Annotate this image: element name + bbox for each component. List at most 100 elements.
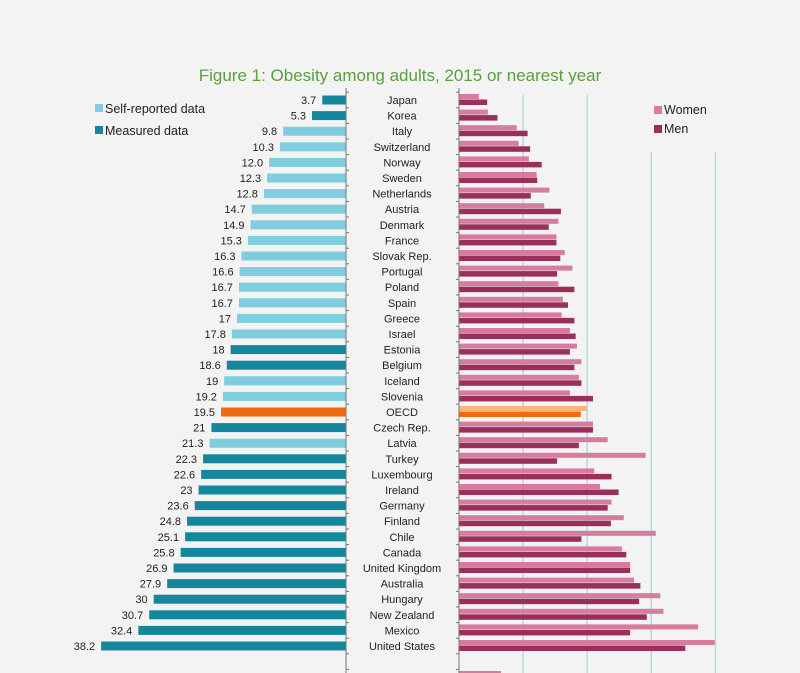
women-bar-31 xyxy=(459,577,634,583)
total-value-label: 30 xyxy=(135,594,147,606)
women-bar-9 xyxy=(459,234,557,240)
men-bar-10 xyxy=(459,255,561,261)
country-label: Spain xyxy=(388,298,416,310)
total-bar-22 xyxy=(209,438,346,448)
total-bar-26 xyxy=(194,501,346,511)
total-bar-7 xyxy=(251,204,346,214)
women-bar-0 xyxy=(459,94,479,99)
men-bar-30 xyxy=(459,567,631,573)
total-value-label: 5.3 xyxy=(291,111,306,123)
women-bar-1 xyxy=(459,109,488,115)
country-label: Netherlands xyxy=(372,189,432,201)
total-value-label: 38.2 xyxy=(74,641,95,653)
country-label: Norway xyxy=(383,157,421,169)
country-label: Belgium xyxy=(382,360,422,372)
total-value-label: 12.8 xyxy=(237,189,258,201)
women-bar-19 xyxy=(459,390,570,396)
total-value-label: 32.4 xyxy=(111,625,132,637)
total-bar-17 xyxy=(226,360,346,370)
total-value-label: 18 xyxy=(212,345,224,357)
country-label: Ireland xyxy=(385,485,419,497)
total-value-label: 19.5 xyxy=(194,407,215,419)
country-label: Hungary xyxy=(381,594,423,606)
total-bars: 3.7 Japan 5.3 Korea 9.8 Italy 10.3 Switzerland 1… xyxy=(74,95,441,653)
total-bar-31 xyxy=(167,579,346,589)
country-label: Portugal xyxy=(382,267,423,279)
men-bar-22 xyxy=(459,442,579,449)
legend-label-self-reported: Self-reported data xyxy=(105,102,205,116)
men-bar-6 xyxy=(459,193,531,199)
total-bar-13 xyxy=(238,298,346,308)
country-label: Mexico xyxy=(385,625,420,637)
total-bar-11 xyxy=(239,267,346,277)
country-label: Israel xyxy=(389,329,416,341)
total-value-label: 14.7 xyxy=(224,204,245,216)
total-bar-28 xyxy=(185,532,346,542)
total-value-label: 16.6 xyxy=(212,267,233,279)
men-bar-3 xyxy=(459,146,531,152)
total-bar-25 xyxy=(198,485,346,495)
women-bar-12 xyxy=(459,281,559,287)
country-label: Turkey xyxy=(385,454,419,466)
total-bar-1 xyxy=(312,111,346,121)
country-label: Austria xyxy=(385,204,420,216)
total-value-label: 18.6 xyxy=(199,360,220,372)
country-label: Switzerland xyxy=(374,142,431,154)
total-value-label: 22.3 xyxy=(176,454,197,466)
total-value-label: 27.9 xyxy=(140,579,161,591)
country-label: Iceland xyxy=(384,376,419,388)
total-value-label: 25.8 xyxy=(153,547,174,559)
total-value-label: 10.3 xyxy=(253,142,274,154)
women-bar-25 xyxy=(459,484,601,489)
men-bar-14 xyxy=(459,317,575,324)
women-bar-23 xyxy=(459,452,646,458)
women-bar-29 xyxy=(459,546,622,552)
total-value-label: 12.3 xyxy=(240,173,261,185)
country-label: Sweden xyxy=(382,173,422,185)
total-bar-15 xyxy=(231,329,346,339)
total-value-label: 19 xyxy=(206,376,218,388)
total-bar-23 xyxy=(203,454,346,464)
men-bar-2 xyxy=(459,130,528,137)
total-value-label: 24.8 xyxy=(160,516,181,528)
total-bar-6 xyxy=(263,189,346,199)
men-bar-19 xyxy=(459,395,593,402)
country-label: Australia xyxy=(381,579,425,591)
total-value-label: 14.9 xyxy=(223,220,244,232)
axes xyxy=(345,88,460,673)
men-bar-17 xyxy=(459,364,575,371)
total-bar-20 xyxy=(221,407,346,417)
legend-left: Self-reported data Measured data xyxy=(95,102,205,138)
men-bar-32 xyxy=(459,598,640,605)
total-bar-9 xyxy=(247,235,346,245)
men-bar-8 xyxy=(459,224,549,230)
legend-label-men: Men xyxy=(664,122,688,136)
total-bar-4 xyxy=(269,157,346,167)
men-bar-20 xyxy=(459,411,581,417)
country-label: United States xyxy=(369,641,436,653)
women-bar-20 xyxy=(459,406,587,411)
legend-swatch-measured xyxy=(95,126,103,134)
legend-right: Women Men xyxy=(654,103,707,136)
total-value-label: 15.3 xyxy=(221,235,242,247)
country-label: Estonia xyxy=(384,345,422,357)
women-bar-13 xyxy=(459,296,563,302)
total-value-label: 21 xyxy=(193,423,205,435)
women-bar-24 xyxy=(459,468,595,474)
country-label: Slovenia xyxy=(381,391,424,403)
total-value-label: 16.7 xyxy=(212,298,233,310)
total-bar-16 xyxy=(230,345,346,355)
legend-label-measured: Measured data xyxy=(105,124,188,138)
men-bar-11 xyxy=(459,271,558,277)
men-bar-27 xyxy=(459,520,611,527)
women-bar-32 xyxy=(459,593,661,599)
total-value-label: 30.7 xyxy=(122,610,143,622)
men-bar-9 xyxy=(459,239,557,246)
men-bar-5 xyxy=(459,177,538,183)
total-bar-29 xyxy=(180,547,346,557)
men-bar-15 xyxy=(459,333,576,339)
country-label: United Kingdom xyxy=(363,563,441,575)
men-bar-21 xyxy=(459,427,593,433)
men-bar-1 xyxy=(459,115,498,121)
total-bar-5 xyxy=(267,173,346,183)
